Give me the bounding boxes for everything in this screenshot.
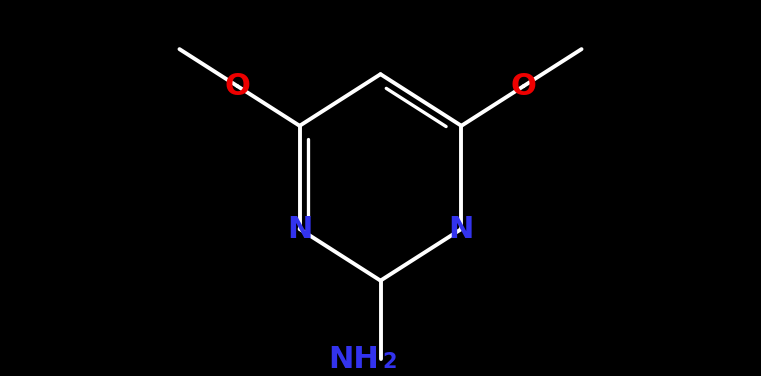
Text: NH: NH [328, 345, 378, 374]
Text: N: N [449, 215, 474, 244]
Text: O: O [224, 72, 250, 101]
Text: N: N [287, 215, 312, 244]
Text: 2: 2 [383, 352, 397, 372]
Text: O: O [511, 72, 537, 101]
